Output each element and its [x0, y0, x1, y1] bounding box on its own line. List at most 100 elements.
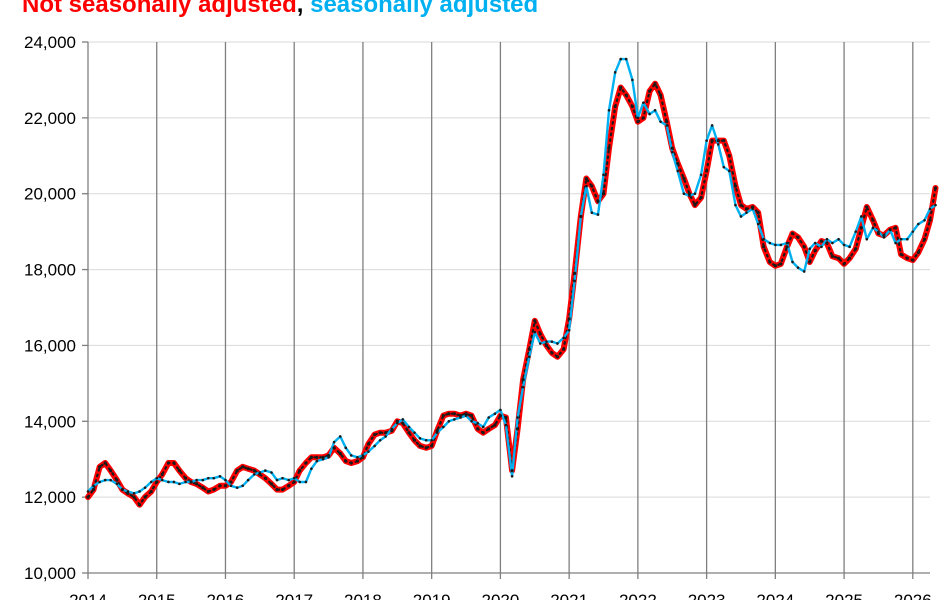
sa-point [648, 112, 651, 116]
nsa-point [825, 241, 829, 245]
sa-point [848, 245, 851, 249]
sa-point [888, 228, 892, 232]
nsa-point [126, 491, 130, 495]
chart-title: Not seasonally adjusted, seasonally adju… [22, 0, 538, 20]
sa-point [538, 342, 542, 345]
sa-point [624, 57, 628, 61]
nsa-point [722, 139, 726, 143]
nsa-point [705, 169, 709, 173]
sa-point [854, 230, 858, 233]
sa-point [791, 260, 794, 264]
nsa-point [155, 480, 159, 484]
sa-point [670, 150, 674, 154]
nsa-point [275, 487, 279, 492]
sa-point [224, 478, 227, 482]
nsa-point [160, 472, 164, 476]
nsa-point [756, 211, 760, 215]
nsa-point [206, 489, 210, 494]
sa-point [906, 237, 909, 241]
nsa-point [177, 468, 182, 473]
sa-point [659, 120, 662, 123]
sa-point [877, 230, 880, 233]
nsa-point [452, 412, 456, 416]
nsa-point [847, 256, 852, 260]
nsa-point [773, 264, 777, 268]
nsa-point [859, 226, 863, 230]
sa-point [710, 124, 714, 127]
nsa-point [751, 205, 755, 209]
sa-point [241, 484, 244, 488]
x-tick-label: 2020 [481, 591, 519, 600]
nsa-point [699, 195, 703, 200]
sa-point [470, 419, 473, 423]
nsa-point [830, 254, 834, 258]
nsa-point [658, 93, 663, 97]
grid [88, 41, 930, 573]
nsa-point [922, 237, 927, 241]
sa-point [218, 474, 222, 478]
sa-point [212, 476, 216, 480]
nsa-point [911, 258, 915, 262]
sa-point [613, 71, 617, 74]
nsa-point [493, 423, 497, 427]
y-tick-label: 14,000 [24, 412, 76, 431]
nsa-point [321, 455, 325, 459]
sa-point [808, 247, 812, 251]
sa-point [636, 116, 640, 120]
sa-point [258, 471, 262, 474]
sa-point [493, 412, 497, 416]
sa-point [934, 203, 937, 207]
sa-point [699, 173, 703, 177]
nsa-point [768, 260, 772, 264]
nsa-point [280, 487, 285, 492]
nsa-point [241, 465, 245, 469]
sa-point [298, 480, 302, 484]
sa-point [172, 480, 176, 484]
nsa-point [418, 444, 422, 448]
sa-point [774, 243, 777, 247]
sa-point [813, 241, 817, 245]
sa-point [504, 423, 508, 427]
sa-point [596, 213, 600, 216]
sa-point [424, 438, 428, 442]
sa-point [235, 486, 239, 489]
sa-point [287, 478, 291, 482]
sa-point [825, 237, 829, 241]
x-tick-label: 2016 [207, 591, 245, 600]
x-tick-label: 2022 [619, 591, 657, 600]
nsa-point [670, 146, 674, 150]
sa-point [160, 478, 164, 482]
sa-point [121, 488, 124, 491]
sa-point [447, 419, 451, 423]
nsa-point [338, 451, 342, 456]
nsa-point [647, 89, 652, 93]
sa-point [149, 480, 153, 484]
sa-point [390, 427, 394, 431]
nsa-point [636, 120, 640, 124]
sa-point [459, 416, 462, 419]
nsa-point [401, 421, 405, 425]
sa-point [739, 215, 743, 218]
nsa-point [86, 495, 90, 499]
x-tick-label: 2025 [825, 591, 863, 600]
nsa-point [390, 429, 394, 433]
y-tick-label: 18,000 [24, 261, 76, 280]
sa-point [722, 165, 726, 169]
sa-point [894, 241, 897, 245]
title-sa: seasonally adjusted [310, 0, 539, 18]
nsa-point [441, 413, 445, 418]
nsa-point [905, 256, 909, 260]
nsa-point [550, 351, 554, 355]
sa-point [143, 486, 147, 489]
nsa-point [132, 495, 136, 499]
nsa-point [865, 205, 869, 209]
nsa-point [287, 484, 291, 488]
sa-point [705, 139, 708, 142]
nsa-point [842, 262, 846, 266]
sa-point [642, 101, 645, 104]
nsa-point [326, 453, 331, 458]
sa-point [653, 108, 657, 112]
sa-point [899, 237, 903, 241]
sa-point [871, 226, 875, 230]
sa-point [206, 476, 210, 480]
